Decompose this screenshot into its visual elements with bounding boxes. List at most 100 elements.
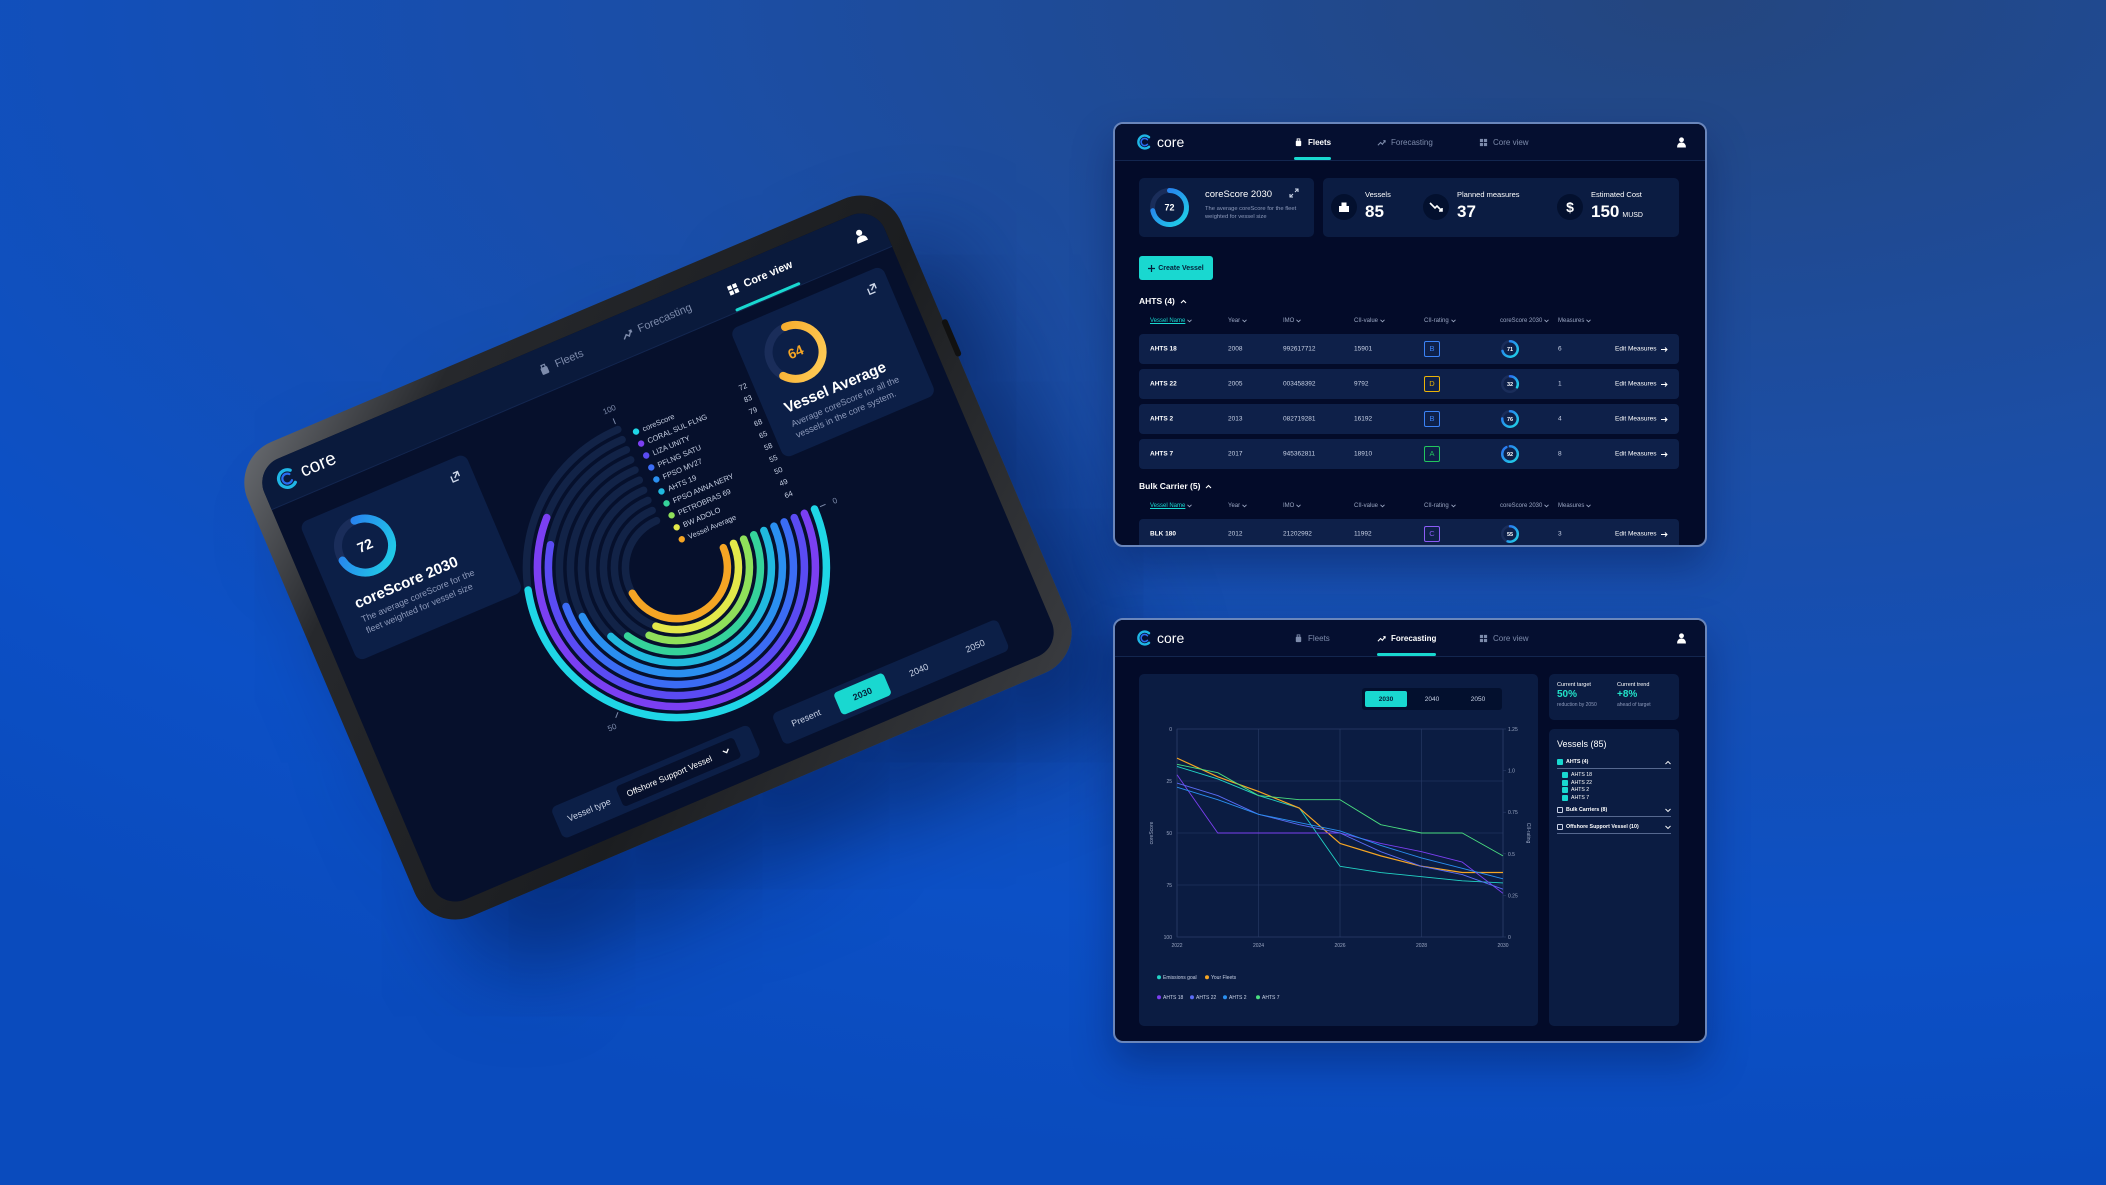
donut-arc [1501, 410, 1519, 428]
user-icon[interactable] [851, 226, 869, 245]
edit-measures-link[interactable]: Edit Measures [1615, 451, 1668, 458]
user-icon[interactable] [1676, 633, 1687, 644]
column-header[interactable]: IMO [1283, 503, 1302, 509]
edit-measures-link[interactable]: Edit Measures [1615, 531, 1668, 538]
chevron-path [1180, 299, 1187, 303]
nav-tab[interactable]: Forecasting [613, 287, 700, 357]
score-ring: 32 [1501, 375, 1519, 393]
value-label: 64 [783, 489, 794, 501]
sort-path [1380, 319, 1385, 323]
checkbox[interactable] [1562, 787, 1568, 793]
value-label: 65 [758, 429, 769, 441]
y2-tick-label: 0 [1508, 935, 1511, 941]
nav-tab[interactable]: Forecasting [1377, 620, 1437, 656]
group-name: Bulk Carriers (8) [1566, 807, 1608, 813]
column-header[interactable]: coreScore 2030 [1500, 503, 1550, 509]
checkbox[interactable] [1557, 824, 1563, 830]
group-title[interactable]: Bulk Carrier (5) [1139, 481, 1212, 491]
checkbox[interactable] [1557, 759, 1563, 765]
checkbox[interactable] [1562, 779, 1568, 786]
icon-shape [1339, 206, 1349, 212]
value-label: 55 [768, 453, 779, 465]
stat-unit: MUSD [1622, 212, 1643, 219]
column-header[interactable]: CII-value [1354, 503, 1385, 509]
nav-tab[interactable]: Core view [719, 244, 801, 312]
average-card: 64 Vessel Average Average coreScore for … [729, 265, 937, 459]
trend-note: ahead of target [1617, 702, 1651, 708]
column-header[interactable]: CII-value [1354, 318, 1385, 324]
table-cell: AHTS 22 [1150, 380, 1177, 388]
tick-mark [612, 418, 616, 425]
icon-shape [1429, 202, 1443, 212]
year-option[interactable]: 2030 [1365, 691, 1407, 707]
fleets-window: 72 coreScore 2030 The average coreScore … [1113, 122, 1707, 547]
donut-arc [1506, 525, 1519, 543]
score-ring: 92 [1501, 445, 1519, 463]
ring-bar [578, 522, 787, 678]
sort-path [1544, 504, 1550, 508]
nav-tab[interactable]: Fleets [530, 333, 591, 392]
nav-tab-label: Core view [1493, 633, 1529, 643]
open-icon[interactable] [447, 469, 463, 485]
sort-icon [1586, 319, 1592, 323]
column-header[interactable]: coreScore 2030 [1500, 318, 1550, 324]
donut-value: 72 [1164, 203, 1174, 213]
button-label: Create Vessel [1158, 264, 1204, 272]
nav-tab[interactable]: Core view [1479, 124, 1529, 160]
table-cell: AHTS 18 [1150, 345, 1177, 353]
nav-tab[interactable]: Core view [1479, 620, 1529, 656]
column-header-text: CII-value [1354, 318, 1379, 324]
ring-bar [652, 539, 743, 634]
chevron [722, 748, 729, 754]
column-header-text: CII-rating [1424, 503, 1449, 509]
open-icon[interactable] [864, 281, 880, 297]
column-header[interactable]: Year [1228, 503, 1247, 509]
average-donut: 64 [764, 320, 827, 383]
y2-tick-label: 1.0 [1508, 769, 1515, 775]
nav-tab[interactable]: Forecasting [1377, 124, 1433, 160]
plus-icon [1148, 264, 1156, 272]
table-cell: 2017 [1228, 450, 1243, 458]
chart-panel: 2022 2024 2026 2028 2030 0 25 50 75 100 0 0.25 0.5 0.… [1139, 674, 1538, 1026]
year-selector: 2030 2040 2050 [1362, 688, 1502, 710]
column-header[interactable]: Vessel Name [1150, 503, 1193, 509]
checkbox[interactable] [1562, 772, 1568, 778]
expand-icon[interactable] [1289, 188, 1299, 198]
edit-measures-link[interactable]: Edit Measures [1615, 381, 1668, 388]
nav-tab[interactable]: Fleets [1294, 124, 1332, 160]
forecast-window: 2022 2024 2026 2028 2030 0 25 50 75 100 0 0.25 0.5 0.… [1113, 618, 1707, 1043]
checkbox[interactable] [1557, 807, 1563, 813]
sort-icon [1242, 504, 1247, 508]
nav-tab[interactable]: Fleets [1294, 620, 1330, 656]
year-option[interactable]: 2040 [1424, 695, 1440, 703]
legend-dot [632, 428, 640, 435]
y2-tick-label: 1.25 [1508, 727, 1518, 733]
edit-measures-link[interactable]: Edit Measures [1615, 416, 1668, 423]
column-header[interactable]: CII-rating [1424, 503, 1456, 509]
logo-shape [1137, 134, 1151, 150]
column-header[interactable]: CII-rating [1424, 318, 1456, 324]
dropdown[interactable]: Offshore Support Vessel [615, 736, 742, 808]
column-header[interactable]: Vessel Name [1150, 318, 1193, 324]
legend-dot [1157, 975, 1161, 980]
icon-shape [857, 235, 869, 245]
column-header[interactable]: Measures [1558, 318, 1592, 324]
ring-bar [544, 513, 809, 700]
group-title[interactable]: AHTS (4) [1139, 296, 1187, 306]
sort-icon [1187, 319, 1193, 323]
create-vessel-button[interactable]: Create Vessel [1139, 256, 1213, 280]
column-header[interactable]: IMO [1283, 318, 1302, 324]
table-row: AHTS 2 2013 082719281 16192 B 76 4 Edit Measure… [1139, 404, 1679, 434]
year-option[interactable]: 2050 [1470, 695, 1486, 703]
legend-dot [643, 452, 650, 459]
checkbox[interactable] [1562, 794, 1568, 801]
column-header[interactable]: Measures [1558, 503, 1592, 509]
sort-path [1187, 504, 1193, 508]
table-cell: 003458392 [1283, 380, 1316, 388]
icon-shape [733, 287, 740, 294]
edit-measures-link[interactable]: Edit Measures [1615, 346, 1668, 353]
table-cell: 082719281 [1283, 415, 1316, 423]
user-icon[interactable] [1676, 137, 1687, 148]
column-header[interactable]: Year [1228, 318, 1247, 324]
stat-label: Planned measures [1457, 190, 1520, 199]
